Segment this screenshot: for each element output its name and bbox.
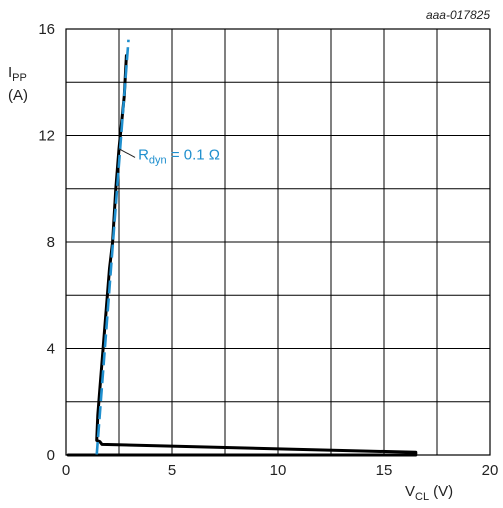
- x-axis-label-main: V: [405, 483, 415, 500]
- y-tick-label: 16: [38, 21, 55, 38]
- rdyn-annotation: Rdyn = 0.1 Ω: [138, 146, 220, 166]
- x-axis-label-sub: CL: [415, 491, 429, 503]
- y-tick-label: 0: [47, 447, 55, 464]
- x-tick-label: 20: [482, 462, 499, 479]
- x-axis-label: VCL (V): [405, 483, 453, 503]
- y-tick-label: 4: [47, 341, 55, 358]
- y-tick-label: 8: [47, 234, 55, 251]
- rdyn-annotation-main: R: [138, 146, 149, 163]
- x-axis-label-unit: (V): [433, 483, 453, 500]
- series-layer: [66, 39, 418, 457]
- x-tick-label: 5: [168, 462, 176, 479]
- rdyn-annotation-sub: dyn: [149, 154, 167, 166]
- dashed-fit-line: [95, 39, 130, 456]
- x-tick-label: 10: [270, 462, 287, 479]
- annotation-leader: [118, 148, 136, 158]
- y-axis-label-main: I: [8, 64, 12, 81]
- rdyn-annotation-value: = 0.1 Ω: [167, 146, 220, 163]
- tick-labels: 0 5 10 15 20 0 4 8 12 16: [38, 21, 498, 479]
- y-axis-unit: (A): [8, 87, 28, 104]
- grid-lines: [66, 29, 490, 455]
- x-tick-label: 15: [376, 462, 393, 479]
- y-axis-label: IPP: [8, 64, 27, 84]
- x-tick-label: 0: [62, 462, 70, 479]
- figure-id: aaa-017825: [426, 8, 490, 22]
- plot-frame: [65, 28, 491, 456]
- y-axis-label-sub: PP: [12, 72, 27, 84]
- measured-curve-line: [66, 54, 418, 457]
- y-tick-label: 12: [38, 128, 55, 145]
